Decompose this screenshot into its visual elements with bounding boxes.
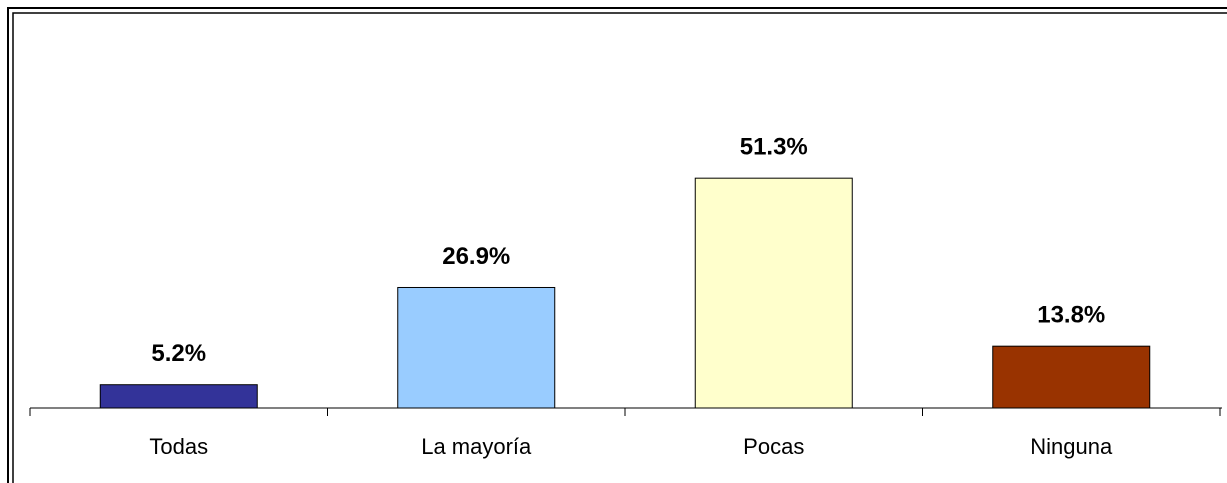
value-label: 13.8% <box>1037 302 1105 329</box>
value-label: 51.3% <box>740 134 808 161</box>
x-tick-label: Ninguna <box>1030 434 1113 459</box>
bar <box>694 177 853 409</box>
bar <box>992 345 1151 409</box>
value-label: 26.9% <box>442 243 510 270</box>
bar <box>99 384 258 409</box>
outer-frame <box>7 7 1227 483</box>
x-tick-label: Todas <box>149 434 208 459</box>
inner-frame <box>12 12 1227 483</box>
x-tick-label: Pocas <box>743 434 804 459</box>
value-label: 5.2% <box>151 340 206 367</box>
x-tick-label: La mayoría <box>421 434 532 459</box>
bar <box>397 286 556 409</box>
